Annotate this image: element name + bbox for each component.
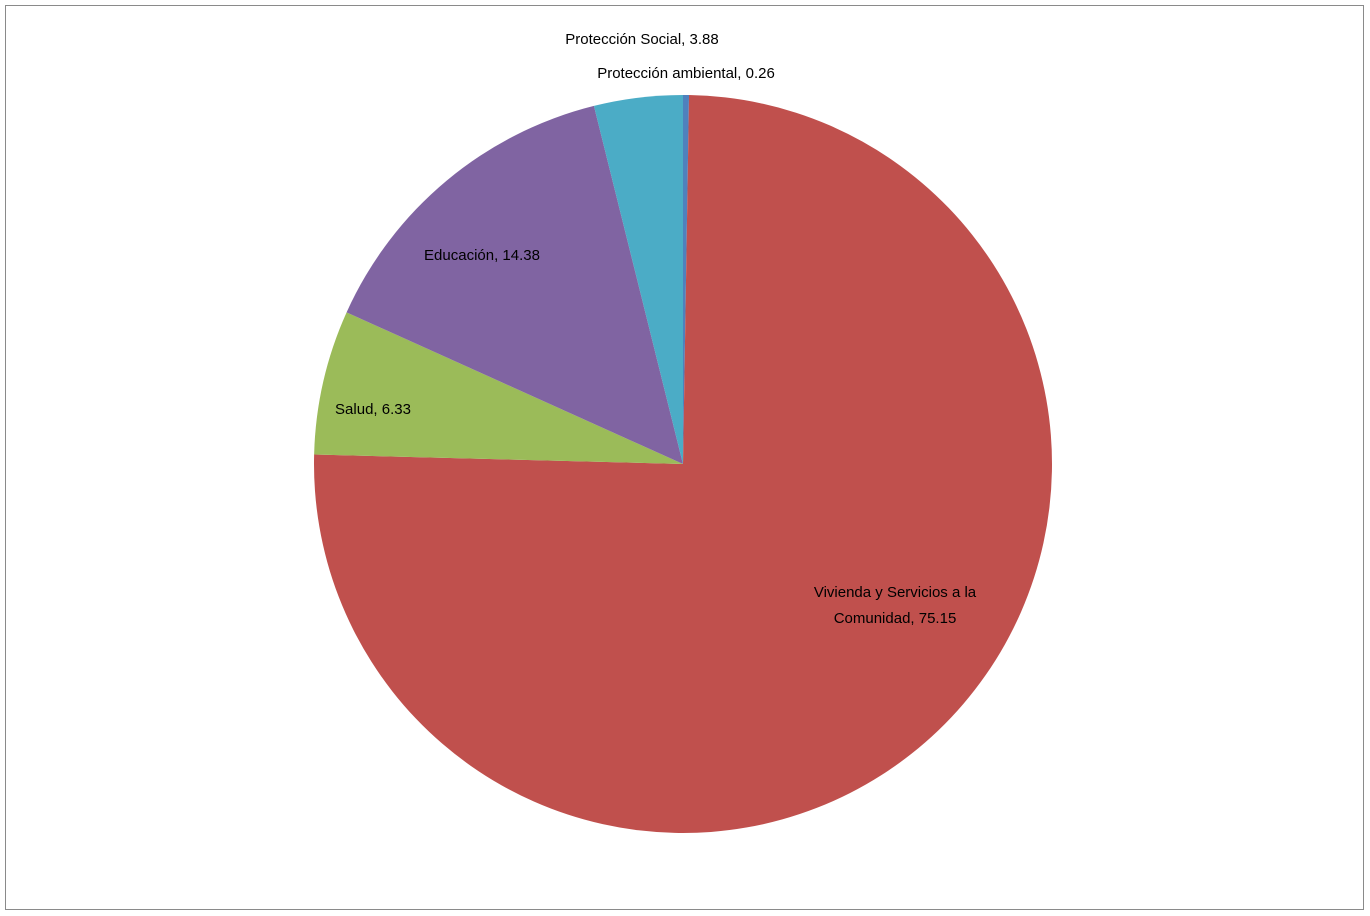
slice-proteccion-ambiental xyxy=(683,95,690,464)
label-proteccion-social: Protección Social, 3.88 xyxy=(565,31,718,48)
label-vivienda-line2: Comunidad, 75.15 xyxy=(834,610,957,627)
slice-educacion xyxy=(346,105,683,464)
pie-slices xyxy=(314,95,1052,833)
slice-proteccion-social xyxy=(593,95,683,464)
label-educacion: Educación, 14.38 xyxy=(424,247,540,264)
label-salud: Salud, 6.33 xyxy=(335,401,411,418)
slice-vivienda-y-servicios-a-la-comunidad xyxy=(314,95,1052,833)
slice-salud xyxy=(314,312,683,464)
label-vivienda-line1: Vivienda y Servicios a la xyxy=(814,584,977,601)
label-proteccion-ambiental: Protección ambiental, 0.26 xyxy=(597,65,775,82)
pie-labels: Protección ambiental, 0.26 Vivienda y Se… xyxy=(335,31,977,627)
